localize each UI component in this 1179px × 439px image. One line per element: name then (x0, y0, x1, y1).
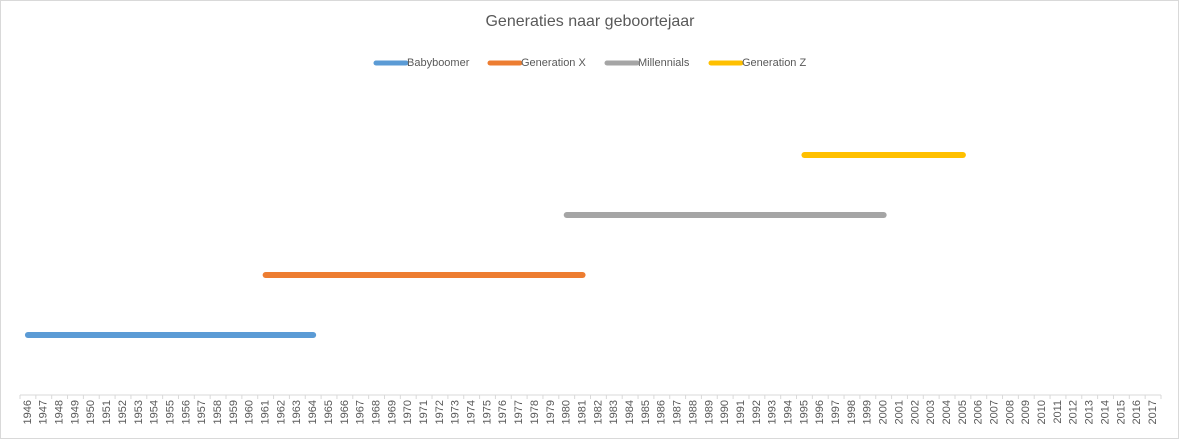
x-tick-label: 1983 (608, 400, 620, 424)
x-tick-label: 1966 (339, 400, 351, 424)
x-tick-label: 1978 (529, 400, 541, 424)
x-tick-label: 1995 (798, 400, 810, 424)
x-tick-label: 1985 (640, 400, 652, 424)
x-tick-label: 1968 (370, 400, 382, 424)
x-tick-label: 1986 (656, 400, 668, 424)
x-tick-label: 2000 (878, 400, 890, 424)
x-tick-label: 1975 (481, 400, 493, 424)
x-tick-label: 1990 (719, 400, 731, 424)
x-tick-label: 1981 (576, 400, 588, 424)
x-tick-label: 1987 (672, 400, 684, 424)
x-tick-label: 2002 (909, 400, 921, 424)
x-tick-label: 1947 (38, 400, 50, 424)
x-tick-label: 1994 (782, 400, 794, 424)
x-tick-label: 1965 (323, 400, 335, 424)
x-tick-label: 2015 (1115, 400, 1127, 424)
x-tick-label: 1948 (54, 400, 66, 424)
x-tick-label: 1951 (101, 400, 113, 424)
x-tick-label: 2009 (1020, 400, 1032, 424)
x-tick-label: 1976 (497, 400, 509, 424)
x-tick-label: 2001 (893, 400, 905, 424)
x-tick-label: 1949 (69, 400, 81, 424)
legend-label: Generation X (521, 57, 586, 69)
x-tick-label: 1996 (814, 400, 826, 424)
x-tick-label: 1997 (830, 400, 842, 424)
x-tick-label: 2004 (941, 400, 953, 424)
x-tick-label: 1952 (117, 400, 129, 424)
legend-label: Generation Z (742, 57, 806, 69)
x-tick-label: 2011 (1052, 400, 1064, 424)
x-tick-label: 1961 (260, 400, 272, 424)
x-tick-label: 1982 (592, 400, 604, 424)
x-tick-label: 2005 (957, 400, 969, 424)
x-tick-label: 1980 (561, 400, 573, 424)
x-tick-label: 1992 (751, 400, 763, 424)
x-tick-label: 1977 (513, 400, 525, 424)
x-tick-label: 1958 (212, 400, 224, 424)
x-tick-label: 1991 (735, 400, 747, 424)
x-tick-label: 1974 (466, 400, 478, 424)
x-tick-label: 2013 (1084, 400, 1096, 424)
x-tick-label: 1971 (418, 400, 430, 424)
x-tick-label: 1999 (862, 400, 874, 424)
x-tick-label: 2010 (1036, 400, 1048, 424)
x-tick-label: 1950 (85, 400, 97, 424)
x-tick-label: 1967 (355, 400, 367, 424)
x-tick-label: 1946 (22, 400, 34, 424)
x-tick-label: 1955 (164, 400, 176, 424)
x-tick-label: 1963 (291, 400, 303, 424)
x-tick-label: 1989 (703, 400, 715, 424)
x-tick-label: 1973 (450, 400, 462, 424)
x-tick-label: 1979 (545, 400, 557, 424)
x-tick-label: 2008 (1004, 400, 1016, 424)
legend-label: Babyboomer (407, 57, 470, 69)
x-tick-label: 1956 (180, 400, 192, 424)
legend-label: Millennials (638, 57, 690, 69)
x-tick-label: 1964 (307, 400, 319, 424)
x-tick-label: 1960 (244, 400, 256, 424)
x-tick-label: 1953 (133, 400, 145, 424)
x-tick-label: 2006 (973, 400, 985, 424)
x-tick-label: 2007 (989, 400, 1001, 424)
x-tick-label: 1970 (402, 400, 414, 424)
x-tick-label: 2012 (1068, 400, 1080, 424)
x-tick-label: 1954 (149, 400, 161, 424)
x-tick-label: 1988 (687, 400, 699, 424)
x-tick-label: 1993 (767, 400, 779, 424)
x-tick-label: 2016 (1131, 400, 1143, 424)
x-tick-label: 2017 (1147, 400, 1159, 424)
x-tick-label: 1998 (846, 400, 858, 424)
x-tick-label: 1959 (228, 400, 240, 424)
x-tick-label: 2003 (925, 400, 937, 424)
chart-title: Generaties naar geboortejaar (485, 13, 695, 30)
x-tick-label: 1969 (386, 400, 398, 424)
x-tick-label: 1972 (434, 400, 446, 424)
x-tick-label: 1957 (196, 400, 208, 424)
x-tick-label: 2014 (1099, 400, 1111, 424)
x-tick-label: 1962 (275, 400, 287, 424)
x-tick-label: 1984 (624, 400, 636, 424)
